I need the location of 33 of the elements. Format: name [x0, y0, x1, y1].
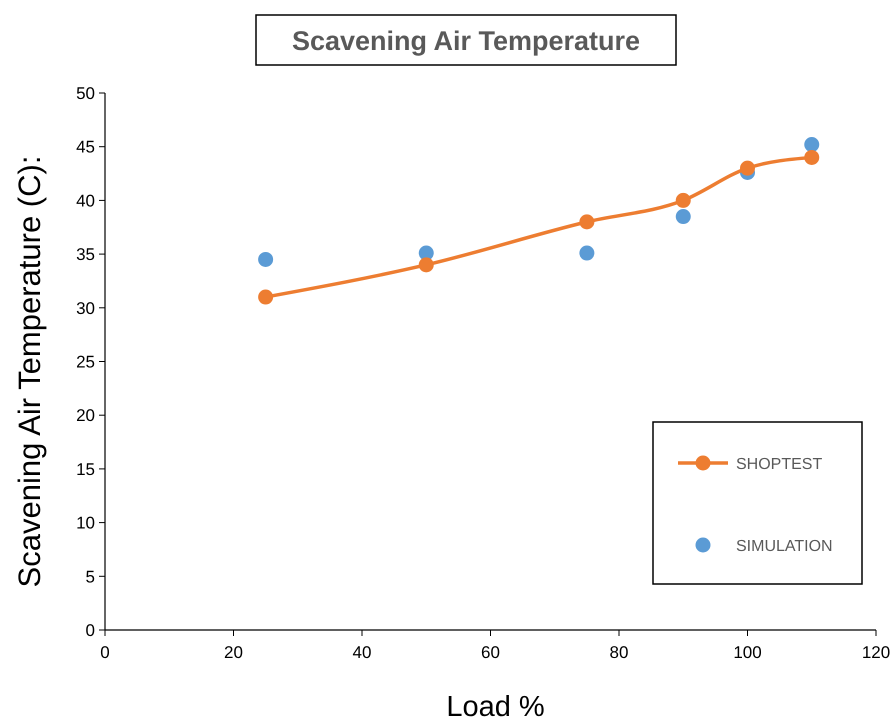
- y-tick-label: 45: [76, 138, 95, 157]
- legend-label: SIMULATION: [736, 538, 833, 555]
- point: [579, 214, 594, 230]
- y-tick-label: 5: [86, 567, 95, 586]
- y-tick-label: 40: [76, 191, 95, 210]
- x-tick-label: 0: [100, 643, 110, 662]
- point: [418, 257, 434, 272]
- legend-label: SHOPTEST: [736, 456, 822, 473]
- x-axis-title: Load %: [446, 691, 545, 721]
- x-tick-label: 60: [481, 643, 500, 662]
- x-tick-label: 120: [862, 643, 890, 662]
- point: [676, 192, 691, 208]
- y-tick-label: 30: [76, 298, 95, 318]
- x-tick-label: 40: [352, 643, 372, 662]
- point: [579, 246, 594, 261]
- chart-title: Scavening Air Temperature: [292, 26, 640, 56]
- x-tick-label: 20: [224, 643, 243, 662]
- y-axis-title: Scavening Air Temperature (C):: [12, 156, 47, 588]
- y-tick-label: 20: [76, 406, 95, 426]
- x-tick-label: 80: [610, 643, 628, 662]
- point: [258, 290, 274, 305]
- point: [258, 252, 274, 267]
- point: [804, 150, 820, 165]
- y-tick-label: 25: [76, 352, 95, 372]
- point: [676, 209, 691, 224]
- y-tick-label: 15: [76, 460, 95, 479]
- x-tick-label: 100: [733, 643, 762, 662]
- y-tick-label: 35: [76, 245, 95, 264]
- y-tick-label: 50: [76, 84, 95, 103]
- y-tick-label: 10: [76, 514, 95, 533]
- y-tick-label: 0: [86, 621, 95, 640]
- point: [740, 160, 755, 176]
- point: [804, 137, 820, 152]
